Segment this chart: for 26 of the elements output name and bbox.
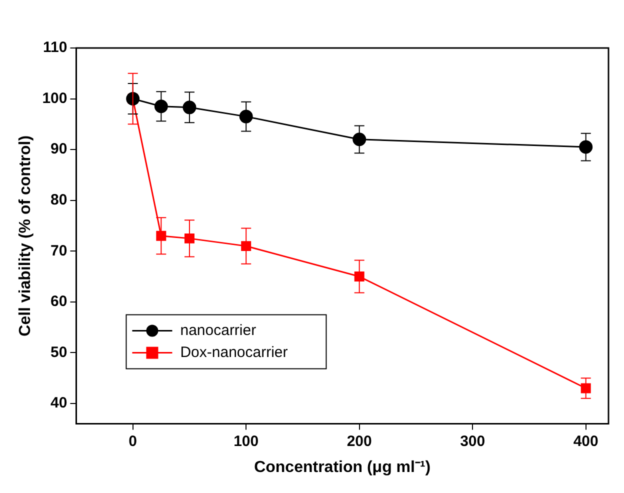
y-axis-title: Cell viability (% of control) — [17, 135, 34, 336]
x-tick-label: 400 — [573, 432, 598, 450]
y-tick-label: 70 — [50, 242, 68, 260]
y-tick-label: 100 — [42, 90, 68, 107]
point — [239, 110, 253, 124]
point — [156, 230, 166, 241]
x-tick-label: 0 — [128, 432, 138, 450]
x-tick-label: 300 — [460, 432, 486, 450]
point — [184, 233, 194, 244]
x-tick-label: 100 — [234, 432, 259, 450]
y-tick-label: 110 — [43, 39, 68, 56]
y-tick-label: 60 — [50, 293, 68, 310]
legend-label: Dox-nanocarrier — [180, 344, 288, 361]
point — [241, 241, 252, 252]
point — [154, 100, 168, 114]
point — [352, 132, 366, 146]
point — [354, 272, 364, 282]
point — [182, 100, 196, 114]
y-tick-label: 50 — [50, 344, 68, 361]
y-tick-label: 90 — [50, 140, 68, 158]
legend-label: nanocarrier — [180, 322, 256, 339]
point — [579, 140, 593, 154]
x-axis-title: Concentration (μg ml⁻¹) — [254, 458, 431, 476]
x-tick-label: 200 — [346, 432, 372, 450]
y-tick-label: 40 — [50, 394, 68, 412]
y-tick-label: 80 — [50, 191, 68, 208]
